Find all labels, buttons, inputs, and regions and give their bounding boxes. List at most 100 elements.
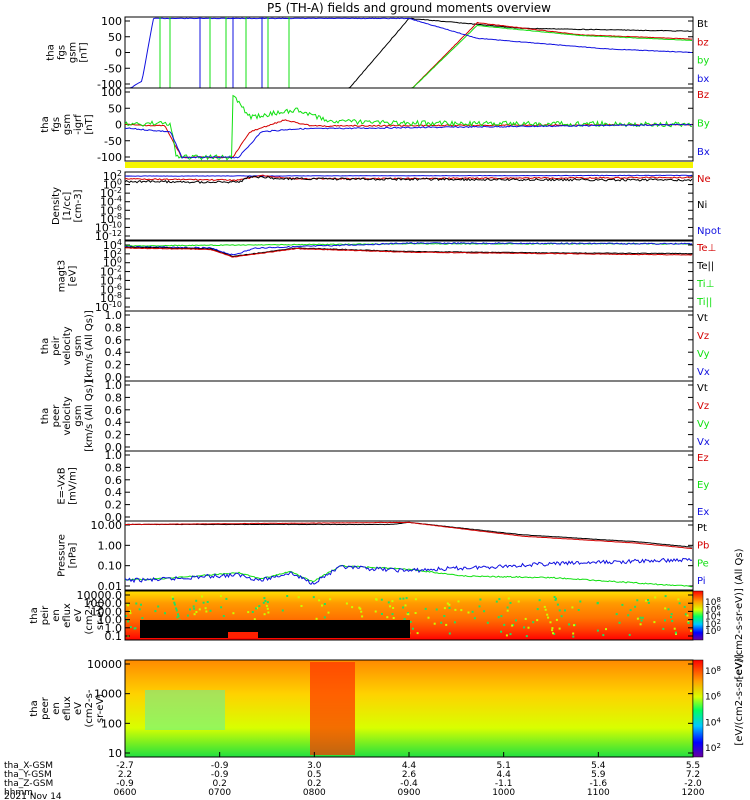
spectrogram-speckle: [507, 597, 510, 600]
spectrogram-speckle: [345, 602, 348, 605]
legend-Te⊥: Te⊥: [696, 243, 716, 254]
spectrogram-speckle: [621, 603, 624, 606]
spectrogram-speckle: [435, 608, 438, 611]
colorbar-tick: 102: [705, 742, 721, 754]
frame-pressure: [124, 520, 694, 591]
legend-Bz: Bz: [697, 90, 709, 101]
spectrogram-speckle: [573, 624, 575, 627]
ytick-label: 0.6: [105, 404, 123, 417]
ytick-label: 50: [108, 102, 122, 115]
ytick-label: -50: [104, 62, 122, 75]
ylabel-line: Pressure: [57, 534, 68, 577]
ylabel-line: tha: [29, 607, 40, 623]
spectrogram-speckle: [380, 598, 383, 601]
spectrogram-speckle: [266, 607, 269, 610]
spectrogram-speckle: [157, 605, 160, 608]
ylabel-line: (cm2-s-: [84, 596, 95, 634]
ytick-label: -100: [97, 78, 122, 91]
spectrogram-speckle: [265, 604, 268, 607]
ytick-label: 0.2: [105, 429, 123, 442]
spectrogram-speckle: [486, 621, 489, 624]
ylabel-temp: magt3[eV]: [57, 260, 79, 293]
spectrogram-speckle: [543, 605, 546, 608]
plot-area-peer_vel: [125, 381, 693, 451]
spectrogram-speckle: [500, 630, 503, 633]
spectrogram-speckle: [471, 610, 474, 613]
series-Pe: [124, 564, 693, 588]
ylabel-line: peer: [40, 696, 51, 720]
spectrogram-speckle: [552, 632, 554, 635]
spectrogram-speckle: [553, 632, 556, 635]
spectrogram-speckle: [392, 617, 395, 619]
ylabel-line: (cm2-s-: [84, 689, 95, 727]
panel-fgs: 100 50 0 -50 -100 thafgsgsm[nT] Bt bz by bx: [46, 15, 710, 91]
series-Te⊥: [124, 247, 693, 258]
ytick-label: 0.8: [105, 391, 123, 404]
ytick-label: 10000: [87, 658, 122, 671]
spectrogram-speckle: [411, 627, 414, 630]
spectrogram-speckle: [129, 626, 132, 628]
ylabel-line: eV: [73, 609, 84, 622]
ytick-label: 0.10: [98, 560, 123, 573]
xaxis-value: -0.4: [400, 779, 418, 789]
plot-title: P5 (TH-A) fields and ground moments over…: [267, 1, 551, 15]
panel-efield: 1.00.80.60.40.20.0 E=-VxB[mV/m] Ez Ey Ex: [57, 449, 710, 524]
xaxis-value: 0.5: [307, 770, 321, 780]
series-Pi: [124, 557, 693, 585]
ytick-label: 100: [101, 15, 122, 28]
spectrogram-speckle: [536, 608, 539, 611]
spectrogram-speckle: [297, 596, 300, 599]
spectrogram-speckle: [564, 609, 566, 612]
spectrogram-speckle: [177, 613, 179, 616]
legend-Te||: Te||: [696, 261, 714, 272]
legend-Pb: Pb: [697, 541, 709, 552]
spectrogram-speckle: [281, 609, 284, 612]
spectrogram-speckle: [222, 615, 225, 617]
xaxis-value: 0.2: [307, 779, 321, 789]
spectrogram-speckle: [670, 613, 673, 616]
spectrogram-speckle: [262, 601, 265, 604]
spectrogram-speckle: [263, 597, 266, 600]
spectrogram-speckle: [267, 611, 270, 614]
spectrogram-hot-region: [310, 662, 355, 755]
spectrogram-speckle: [402, 597, 405, 600]
ylabel-line: en: [51, 609, 62, 622]
ytick-label: 0.4: [105, 346, 123, 359]
spectrogram-speckle: [674, 631, 677, 634]
ytick-label: 0: [115, 47, 122, 60]
spectrogram-speckle: [572, 632, 575, 635]
ylabel-line: magt3: [57, 260, 68, 293]
spectrogram-speckle: [255, 607, 257, 610]
ylabel-line: en: [51, 702, 62, 715]
ytick-label: 50: [108, 31, 122, 44]
spectrogram-speckle: [479, 598, 482, 601]
spectrogram-speckle: [483, 610, 486, 613]
ylabel-line: fgs: [57, 45, 68, 60]
legend-Bx: Bx: [697, 147, 710, 158]
spectrogram-speckle: [176, 616, 179, 619]
spectrogram-speckle: [629, 609, 632, 612]
ytick-label: 0.8: [105, 461, 123, 474]
spectrogram-speckle: [448, 632, 451, 635]
spectrogram-speckle: [498, 598, 501, 601]
panel-temp: 10410210010-210-410-610-810-10magt3[eV]T…: [57, 238, 717, 314]
spectrogram-speckle: [654, 596, 657, 599]
spectrogram-speckle: [554, 598, 557, 601]
series-Te||: [124, 246, 693, 258]
ylabel-line: sr-eV): [95, 601, 106, 630]
ytick-label: 0.4: [105, 486, 123, 499]
spectrogram-speckle: [467, 611, 470, 614]
spectrogram-speckle: [127, 620, 130, 623]
legend-Ez: Ez: [697, 453, 709, 464]
spectrogram-speckle: [558, 627, 561, 630]
spectrogram-speckle: [404, 604, 407, 607]
spectrogram-speckle: [647, 601, 650, 604]
spectrogram-speckle: [206, 601, 209, 603]
xaxis-value: 1000: [492, 788, 515, 798]
spectrogram-speckle: [445, 623, 448, 626]
spectrogram-speckle: [391, 613, 394, 616]
legend-by: by: [697, 56, 709, 67]
xaxis-date: 2021 Nov 14: [4, 792, 62, 800]
legend-Ti⊥: Ti⊥: [696, 279, 714, 290]
